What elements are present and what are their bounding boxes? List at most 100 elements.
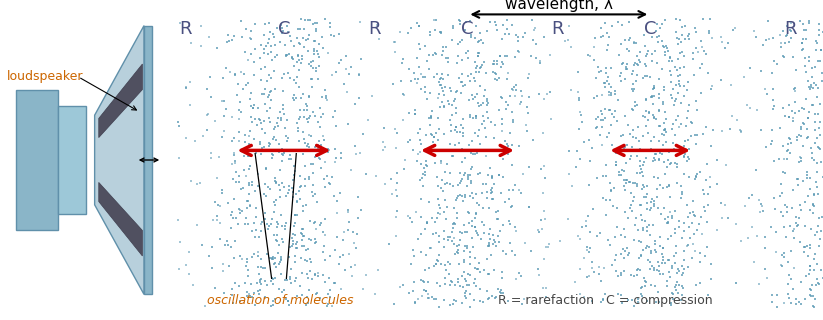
Point — [219, 242, 232, 247]
Point — [574, 113, 588, 118]
Point — [258, 131, 272, 136]
Point — [572, 90, 585, 95]
Point — [588, 36, 602, 41]
Point — [801, 126, 814, 131]
Point — [260, 283, 273, 288]
Point — [473, 287, 486, 292]
Point — [623, 180, 636, 185]
Point — [453, 140, 466, 145]
Point — [614, 78, 627, 84]
Point — [484, 237, 497, 242]
Point — [608, 108, 621, 114]
Point — [241, 57, 254, 62]
Point — [441, 237, 454, 242]
Point — [293, 40, 306, 45]
Point — [507, 187, 520, 192]
Point — [429, 261, 442, 266]
Point — [715, 40, 728, 45]
Point — [496, 174, 509, 180]
Point — [303, 115, 316, 120]
Point — [661, 164, 674, 170]
Point — [464, 113, 477, 118]
Point — [658, 44, 671, 49]
Point — [476, 41, 489, 46]
Point — [300, 248, 313, 253]
Point — [779, 113, 792, 118]
Point — [812, 146, 823, 151]
Point — [313, 157, 326, 162]
Point — [211, 217, 224, 222]
Point — [704, 262, 718, 267]
Point — [621, 252, 635, 258]
Point — [306, 109, 319, 114]
Point — [419, 289, 432, 294]
Point — [270, 238, 283, 243]
Point — [640, 298, 653, 303]
Point — [244, 36, 257, 41]
Point — [316, 250, 329, 255]
Point — [276, 30, 289, 36]
Point — [308, 220, 321, 225]
Point — [670, 35, 683, 40]
Point — [798, 223, 811, 228]
Point — [450, 211, 463, 216]
Point — [290, 276, 303, 281]
Point — [319, 159, 332, 164]
Point — [753, 210, 766, 215]
Point — [755, 127, 768, 132]
Point — [265, 222, 278, 227]
Point — [483, 19, 496, 24]
Point — [430, 296, 443, 301]
Point — [644, 146, 658, 151]
Point — [229, 169, 242, 174]
Point — [645, 196, 658, 202]
Point — [448, 99, 461, 104]
Point — [466, 244, 479, 250]
Point — [414, 46, 427, 51]
Point — [230, 179, 243, 184]
Point — [435, 75, 448, 80]
Point — [269, 180, 282, 185]
Point — [598, 115, 611, 120]
Point — [593, 230, 607, 235]
Point — [676, 192, 689, 197]
Point — [416, 172, 430, 177]
Point — [460, 283, 473, 288]
Point — [582, 214, 595, 219]
Point — [533, 60, 546, 65]
Point — [438, 84, 451, 90]
Point — [458, 248, 471, 253]
Point — [497, 290, 510, 295]
Point — [772, 157, 785, 162]
Point — [307, 170, 320, 175]
Point — [330, 69, 343, 75]
Point — [646, 35, 659, 40]
Point — [640, 51, 653, 56]
Point — [599, 173, 612, 178]
Point — [322, 50, 335, 55]
Point — [473, 202, 486, 207]
Point — [680, 159, 693, 164]
Point — [464, 292, 477, 297]
Point — [328, 248, 342, 253]
Point — [638, 61, 651, 67]
Point — [469, 113, 482, 118]
Point — [814, 237, 823, 242]
Point — [329, 156, 342, 161]
Point — [619, 114, 632, 119]
Point — [627, 195, 640, 200]
Point — [446, 113, 459, 118]
Point — [678, 37, 691, 42]
Point — [267, 262, 280, 267]
Point — [702, 31, 715, 36]
Point — [652, 263, 665, 268]
Point — [573, 126, 586, 132]
Point — [303, 268, 316, 274]
Point — [621, 142, 634, 147]
Point — [615, 270, 628, 275]
Point — [332, 261, 346, 266]
Point — [569, 164, 582, 170]
Point — [179, 263, 193, 268]
Point — [618, 255, 631, 260]
Point — [205, 150, 218, 155]
